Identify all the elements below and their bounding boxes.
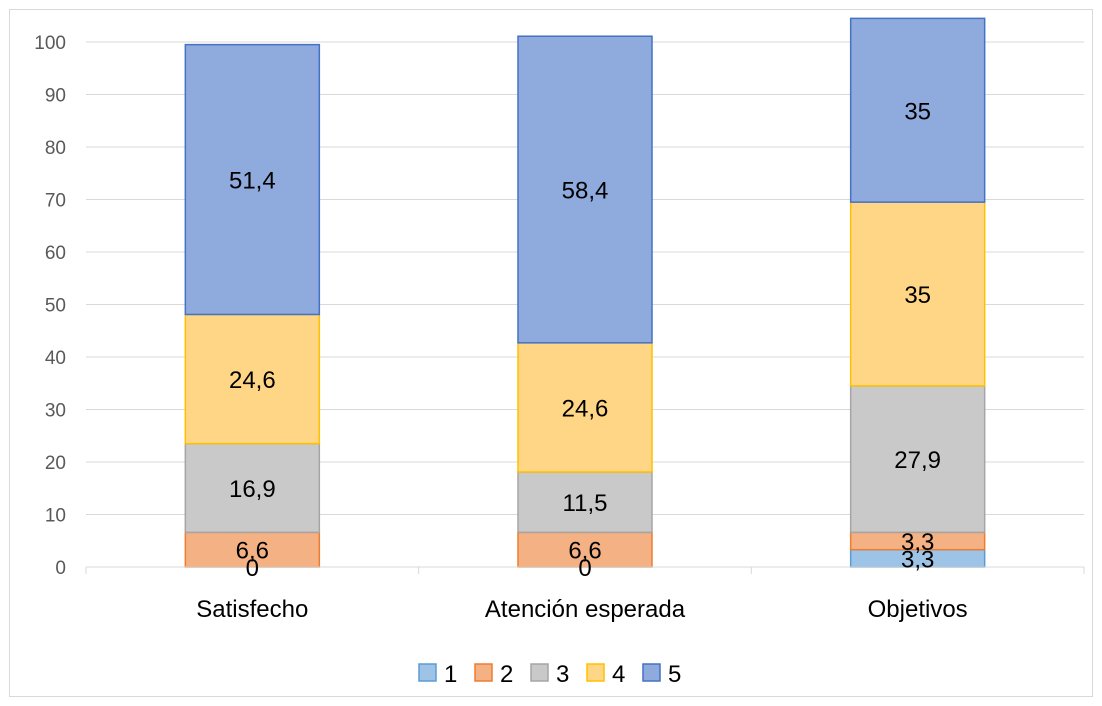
legend-label-3: 3 [556,661,569,688]
bar-segment-3-1 [517,471,653,534]
legend-label-5: 5 [668,661,681,688]
legend-swatch-2 [474,663,493,682]
data-label-4-0: 24,6 [229,367,276,394]
data-label-2-0: 6,6 [236,538,269,565]
bar-segment-5-0 [184,43,321,316]
bar-segment-5-1 [517,35,653,344]
data-label-5-1: 58,4 [562,178,609,205]
legend-swatch-5 [642,663,661,682]
y-tick-label: 90 [45,86,66,107]
legend-swatch-3 [530,663,549,682]
legend: 1 2 3 4 5 [418,661,681,688]
data-label-4-2: 35 [904,282,931,309]
bar-segment-4-1 [517,342,653,473]
y-tick-label: 50 [45,296,66,317]
bar-segment-2-1 [517,531,653,568]
y-axis-ticks: 0 10 20 30 40 50 60 70 80 90 100 [34,33,66,579]
data-label-1-2: 3,3 [901,546,934,573]
y-tick-label: 20 [45,453,66,474]
y-tick-label: 100 [34,33,66,54]
data-label-3-1: 11,5 [563,490,608,517]
category-label-2: Objetivos [868,596,968,623]
legend-label-2: 2 [500,661,513,688]
data-label-3-2: 27,9 [894,447,941,474]
data-labels: 06,616,924,651,406,611,524,658,43,33,327… [229,98,941,582]
bar-segment-3-2 [849,385,986,534]
legend-label-1: 1 [444,661,457,688]
y-tick-label: 0 [55,558,66,579]
category-label-1: Atención esperada [485,596,686,623]
y-tick-label: 70 [45,191,66,212]
data-label-5-2: 35 [904,98,931,125]
x-axis [85,566,1085,574]
data-label-4-1: 24,6 [562,395,609,422]
legend-label-4: 4 [612,661,625,688]
data-label-5-0: 51,4 [229,168,276,195]
bars [184,17,986,568]
y-tick-label: 30 [45,401,66,422]
bar-segment-4-2 [849,201,986,387]
data-label-1-1: 0 [578,555,591,582]
data-label-2-2: 3,3 [901,529,934,556]
data-label-3-0: 16,9 [229,476,276,503]
category-label-0: Satisfecho [196,596,308,623]
bar-segment-3-0 [184,442,321,534]
y-tick-label: 40 [45,348,66,369]
bar-segment-4-0 [184,313,321,445]
y-tick-label: 60 [45,243,66,264]
legend-swatch-1 [418,663,437,682]
data-label-1-0: 0 [246,555,259,582]
category-labels: Satisfecho Atención esperada Objetivos [196,596,967,623]
bar-segment-5-2 [849,17,986,203]
y-tick-label: 10 [45,506,66,527]
data-label-2-1: 6,6 [568,538,601,565]
y-tick-label: 80 [45,138,66,159]
legend-swatch-4 [586,663,605,682]
